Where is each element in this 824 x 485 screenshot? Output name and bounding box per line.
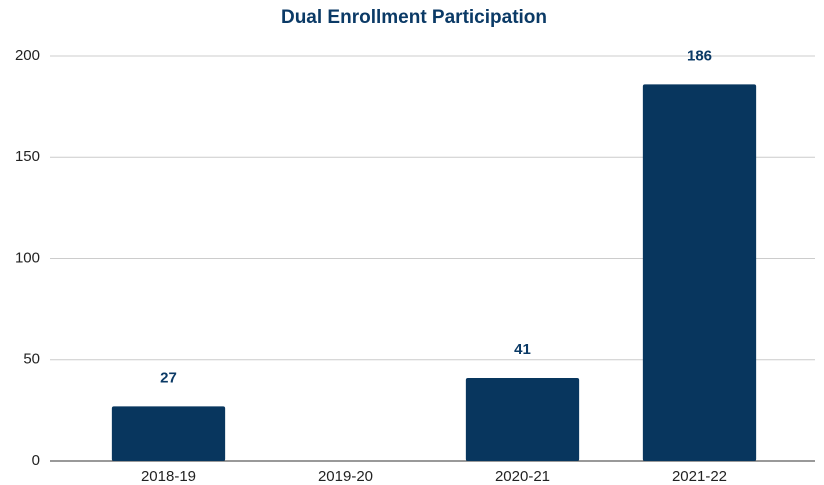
y-tick-label: 200: [15, 47, 40, 64]
x-tick-label: 2020-21: [495, 468, 550, 485]
bar: [642, 84, 757, 461]
chart-title: Dual Enrollment Participation: [281, 7, 547, 28]
y-tick-label: 0: [32, 452, 40, 469]
data-label: 186: [687, 47, 712, 64]
data-label: 41: [514, 341, 531, 358]
y-tick-label: 150: [15, 148, 40, 165]
bar: [465, 377, 580, 461]
x-tick-label: 2019-20: [318, 468, 373, 485]
bar: [111, 406, 226, 461]
x-tick-label: 2021-22: [672, 468, 727, 485]
y-tick-label: 100: [15, 249, 40, 266]
x-tick-label: 2018-19: [141, 468, 196, 485]
y-tick-label: 50: [23, 351, 40, 368]
data-label: 27: [160, 369, 177, 386]
